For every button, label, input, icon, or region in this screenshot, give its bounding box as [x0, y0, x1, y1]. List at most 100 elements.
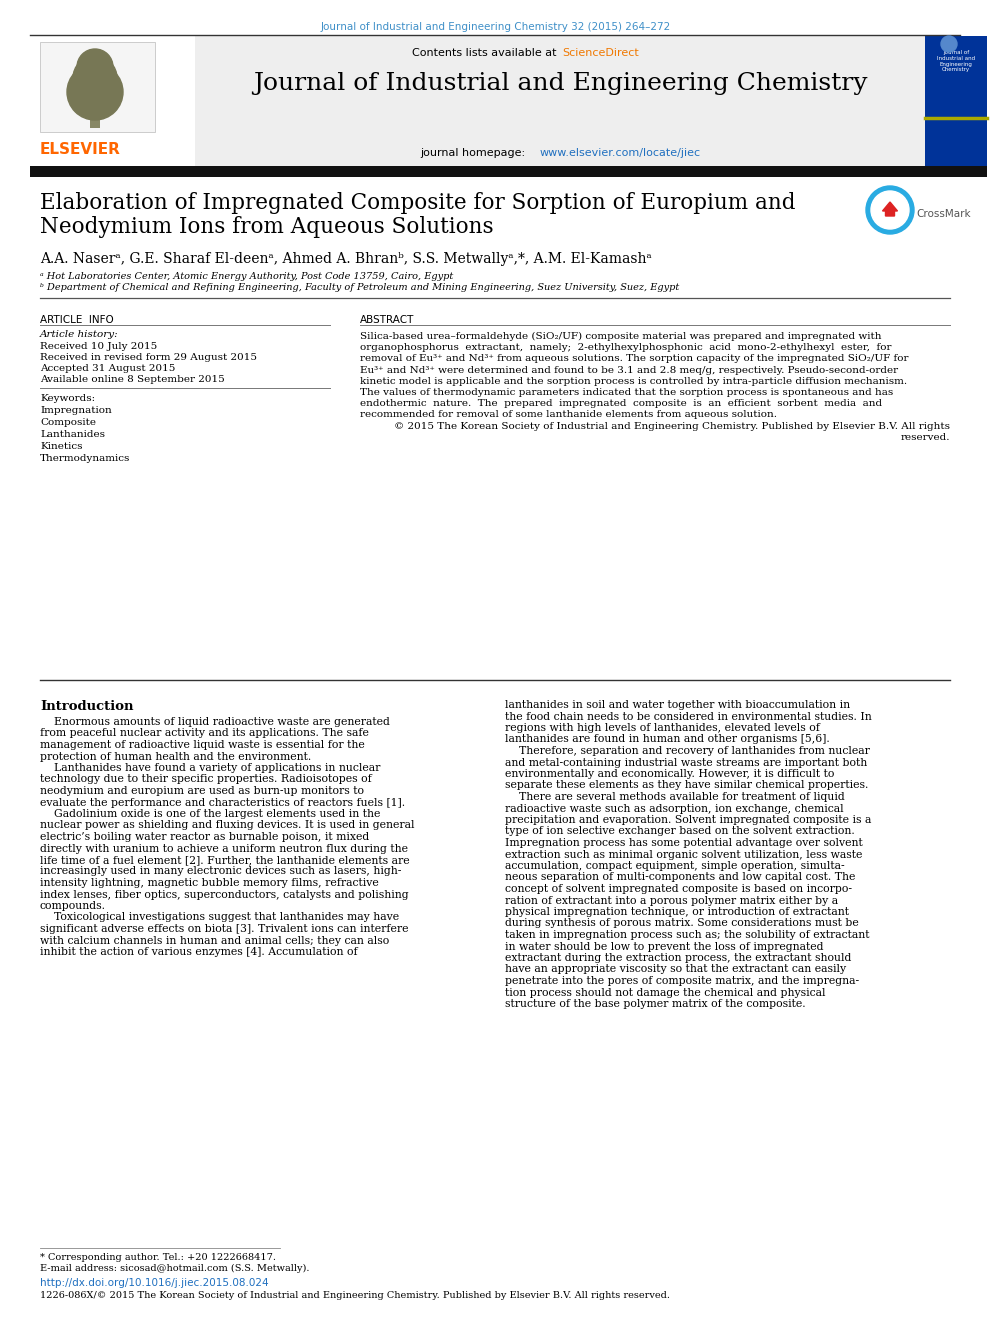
- Text: Keywords:: Keywords:: [40, 394, 95, 404]
- Text: lanthanides are found in human and other organisms [5,6].: lanthanides are found in human and other…: [505, 734, 829, 745]
- Text: precipitation and evaporation. Solvent impregnated composite is a: precipitation and evaporation. Solvent i…: [505, 815, 871, 826]
- Text: Received in revised form 29 August 2015: Received in revised form 29 August 2015: [40, 353, 257, 363]
- Text: regions with high levels of lanthanides, elevated levels of: regions with high levels of lanthanides,…: [505, 722, 819, 733]
- Text: extraction such as minimal organic solvent utilization, less waste: extraction such as minimal organic solve…: [505, 849, 862, 860]
- Text: Toxicological investigations suggest that lanthanides may have: Toxicological investigations suggest tha…: [40, 913, 399, 922]
- Bar: [195, 36, 925, 165]
- Text: Available online 8 September 2015: Available online 8 September 2015: [40, 374, 225, 384]
- Text: lanthanides in soil and water together with bioaccumulation in: lanthanides in soil and water together w…: [505, 700, 850, 710]
- Text: neodymium and europium are used as burn-up monitors to: neodymium and europium are used as burn-…: [40, 786, 364, 796]
- Text: Kinetics: Kinetics: [40, 442, 82, 451]
- Text: extractant during the extraction process, the extractant should: extractant during the extraction process…: [505, 953, 851, 963]
- Text: nuclear power as shielding and fluxing devices. It is used in general: nuclear power as shielding and fluxing d…: [40, 820, 415, 831]
- Text: kinetic model is applicable and the sorption process is controlled by intra-part: kinetic model is applicable and the sorp…: [360, 377, 907, 386]
- Text: taken in impregnation process such as; the solubility of extractant: taken in impregnation process such as; t…: [505, 930, 870, 941]
- Text: ABSTRACT: ABSTRACT: [360, 315, 415, 325]
- Text: E-mail address: sicosad@hotmail.com (S.S. Metwally).: E-mail address: sicosad@hotmail.com (S.S…: [40, 1263, 310, 1273]
- Text: Accepted 31 August 2015: Accepted 31 August 2015: [40, 364, 176, 373]
- Text: recommended for removal of some lanthanide elements from aqueous solution.: recommended for removal of some lanthani…: [360, 410, 777, 419]
- Text: Received 10 July 2015: Received 10 July 2015: [40, 343, 158, 351]
- Text: technology due to their specific properties. Radioisotopes of: technology due to their specific propert…: [40, 774, 372, 785]
- Text: accumulation, compact equipment, simple operation, simulta-: accumulation, compact equipment, simple …: [505, 861, 844, 871]
- Text: Therefore, separation and recovery of lanthanides from nuclear: Therefore, separation and recovery of la…: [505, 746, 870, 755]
- Text: reserved.: reserved.: [901, 433, 950, 442]
- Text: management of radioactive liquid waste is essential for the: management of radioactive liquid waste i…: [40, 740, 365, 750]
- Text: have an appropriate viscosity so that the extractant can easily: have an appropriate viscosity so that th…: [505, 964, 846, 975]
- Text: The values of thermodynamic parameters indicated that the sorption process is sp: The values of thermodynamic parameters i…: [360, 388, 893, 397]
- Text: removal of Eu³⁺ and Nd³⁺ from aqueous solutions. The sorption capacity of the im: removal of Eu³⁺ and Nd³⁺ from aqueous so…: [360, 355, 909, 364]
- Text: 1226-086X/© 2015 The Korean Society of Industrial and Engineering Chemistry. Pub: 1226-086X/© 2015 The Korean Society of I…: [40, 1291, 670, 1301]
- Text: organophosphorus  extractant,  namely;  2-ethylhexylphosphonic  acid  mono-2-eth: organophosphorus extractant, namely; 2-e…: [360, 343, 892, 352]
- Text: directly with uranium to achieve a uniform neutron flux during the: directly with uranium to achieve a unifo…: [40, 844, 408, 853]
- Text: ration of extractant into a porous polymer matrix either by a: ration of extractant into a porous polym…: [505, 896, 838, 905]
- Text: Elaboration of Impregnated Composite for Sorption of Europium and: Elaboration of Impregnated Composite for…: [40, 192, 796, 214]
- Circle shape: [73, 56, 117, 101]
- Text: CrossMark: CrossMark: [916, 209, 970, 220]
- Text: Silica-based urea–formaldehyde (SiO₂/UF) composite material was prepared and imp: Silica-based urea–formaldehyde (SiO₂/UF)…: [360, 332, 882, 341]
- Text: radioactive waste such as adsorption, ion exchange, chemical: radioactive waste such as adsorption, io…: [505, 803, 843, 814]
- Text: evaluate the performance and characteristics of reactors fuels [1].: evaluate the performance and characteris…: [40, 798, 405, 807]
- Text: Contents lists available at: Contents lists available at: [412, 48, 560, 58]
- Text: Introduction: Introduction: [40, 700, 134, 713]
- Text: type of ion selective exchanger based on the solvent extraction.: type of ion selective exchanger based on…: [505, 827, 855, 836]
- Circle shape: [941, 36, 957, 52]
- Text: Enormous amounts of liquid radioactive waste are generated: Enormous amounts of liquid radioactive w…: [40, 717, 390, 728]
- Text: A.A. Naserᵃ, G.E. Sharaf El-deenᵃ, Ahmed A. Bhranᵇ, S.S. Metwallyᵃ,*, A.M. El-Ka: A.A. Naserᵃ, G.E. Sharaf El-deenᵃ, Ahmed…: [40, 251, 652, 266]
- Text: ELSEVIER: ELSEVIER: [40, 142, 121, 157]
- Text: http://dx.doi.org/10.1016/j.jiec.2015.08.024: http://dx.doi.org/10.1016/j.jiec.2015.08…: [40, 1278, 269, 1289]
- Text: in water should be low to prevent the loss of impregnated: in water should be low to prevent the lo…: [505, 942, 823, 951]
- Text: ScienceDirect: ScienceDirect: [562, 48, 639, 58]
- Text: Journal of Industrial and Engineering Chemistry: Journal of Industrial and Engineering Ch…: [253, 71, 867, 95]
- Text: structure of the base polymer matrix of the composite.: structure of the base polymer matrix of …: [505, 999, 806, 1009]
- Text: life time of a fuel element [2]. Further, the lanthanide elements are: life time of a fuel element [2]. Further…: [40, 855, 410, 865]
- Text: significant adverse effects on biota [3]. Trivalent ions can interfere: significant adverse effects on biota [3]…: [40, 923, 409, 934]
- Text: increasingly used in many electronic devices such as lasers, high-: increasingly used in many electronic dev…: [40, 867, 402, 877]
- Bar: [90, 110, 100, 128]
- Text: * Corresponding author. Tel.: +20 1222668417.: * Corresponding author. Tel.: +20 122266…: [40, 1253, 276, 1262]
- Text: the food chain needs to be considered in environmental studies. In: the food chain needs to be considered in…: [505, 712, 872, 721]
- Text: journal homepage:: journal homepage:: [420, 148, 529, 157]
- Text: ARTICLE  INFO: ARTICLE INFO: [40, 315, 114, 325]
- Text: Journal of Industrial and Engineering Chemistry 32 (2015) 264–272: Journal of Industrial and Engineering Ch…: [320, 22, 672, 32]
- Text: tion process should not damage the chemical and physical: tion process should not damage the chemi…: [505, 987, 825, 998]
- Text: index lenses, fiber optics, superconductors, catalysts and polishing: index lenses, fiber optics, superconduct…: [40, 889, 409, 900]
- Text: Lanthanides have found a variety of applications in nuclear: Lanthanides have found a variety of appl…: [40, 763, 380, 773]
- Text: intensity lightning, magnetic bubble memory films, refractive: intensity lightning, magnetic bubble mem…: [40, 878, 379, 888]
- Circle shape: [77, 49, 113, 85]
- Text: There are several methods available for treatment of liquid: There are several methods available for …: [505, 792, 845, 802]
- Text: during synthesis of porous matrix. Some considerations must be: during synthesis of porous matrix. Some …: [505, 918, 859, 929]
- Bar: [40, 42, 155, 132]
- Bar: [30, 165, 987, 177]
- Text: ᵇ Department of Chemical and Refining Engineering, Faculty of Petroleum and Mini: ᵇ Department of Chemical and Refining En…: [40, 283, 680, 292]
- Text: inhibit the action of various enzymes [4]. Accumulation of: inhibit the action of various enzymes [4…: [40, 947, 358, 957]
- Text: concept of solvent impregnated composite is based on incorpo-: concept of solvent impregnated composite…: [505, 884, 852, 894]
- Text: and metal-containing industrial waste streams are important both: and metal-containing industrial waste st…: [505, 758, 867, 767]
- Text: protection of human health and the environment.: protection of human health and the envir…: [40, 751, 311, 762]
- Text: Gadolinium oxide is one of the largest elements used in the: Gadolinium oxide is one of the largest e…: [40, 808, 380, 819]
- Text: from peaceful nuclear activity and its applications. The safe: from peaceful nuclear activity and its a…: [40, 729, 369, 738]
- Text: Impregnation process has some potential advantage over solvent: Impregnation process has some potential …: [505, 837, 863, 848]
- Text: electric’s boiling water reactor as burnable poison, it mixed: electric’s boiling water reactor as burn…: [40, 832, 369, 841]
- Text: ᵃ Hot Laboratories Center, Atomic Energy Authority, Post Code 13759, Cairo, Egyp: ᵃ Hot Laboratories Center, Atomic Energy…: [40, 273, 453, 280]
- Circle shape: [67, 64, 123, 120]
- Text: Article history:: Article history:: [40, 329, 119, 339]
- Bar: [30, 36, 195, 165]
- Text: Composite: Composite: [40, 418, 96, 427]
- Circle shape: [871, 191, 909, 229]
- Text: penetrate into the pores of composite matrix, and the impregna-: penetrate into the pores of composite ma…: [505, 976, 859, 986]
- Text: compounds.: compounds.: [40, 901, 106, 912]
- Text: © 2015 The Korean Society of Industrial and Engineering Chemistry. Published by : © 2015 The Korean Society of Industrial …: [394, 422, 950, 430]
- Text: neous separation of multi-components and low capital cost. The: neous separation of multi-components and…: [505, 872, 855, 882]
- Text: Eu³⁺ and Nd³⁺ were determined and found to be 3.1 and 2.8 meq/g, respectively. P: Eu³⁺ and Nd³⁺ were determined and found …: [360, 365, 898, 374]
- Text: Journal of
Industrial and
Engineering
Chemistry: Journal of Industrial and Engineering Ch…: [936, 50, 975, 73]
- Text: Impregnation: Impregnation: [40, 406, 112, 415]
- Text: with calcium channels in human and animal cells; they can also: with calcium channels in human and anima…: [40, 935, 389, 946]
- Text: environmentally and economically. However, it is difficult to: environmentally and economically. Howeve…: [505, 769, 834, 779]
- Text: separate these elements as they have similar chemical properties.: separate these elements as they have sim…: [505, 781, 868, 791]
- Text: Thermodynamics: Thermodynamics: [40, 454, 130, 463]
- Text: physical impregnation technique, or introduction of extractant: physical impregnation technique, or intr…: [505, 908, 849, 917]
- Bar: [925, 36, 987, 165]
- Text: Neodymium Ions from Aqueous Solutions: Neodymium Ions from Aqueous Solutions: [40, 216, 494, 238]
- Text: endothermic  nature.  The  prepared  impregnated  composite  is  an  efficient  : endothermic nature. The prepared impregn…: [360, 400, 882, 409]
- Text: www.elsevier.com/locate/jiec: www.elsevier.com/locate/jiec: [540, 148, 701, 157]
